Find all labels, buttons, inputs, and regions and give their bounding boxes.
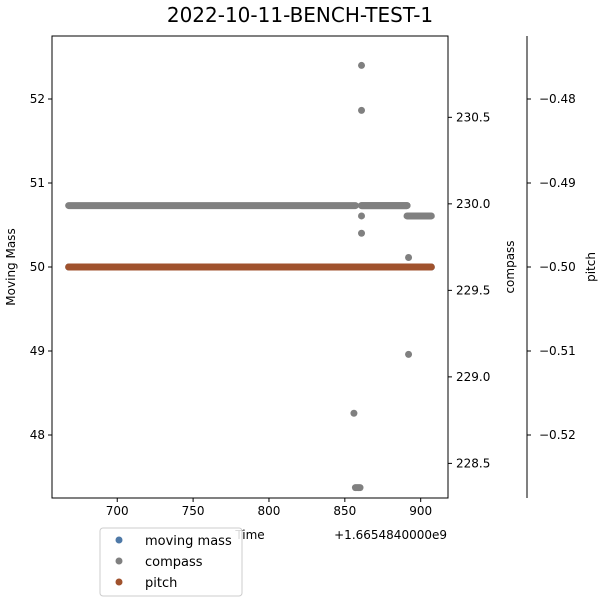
right-tick-label-0: 228.5 — [456, 456, 490, 470]
legend-label-pitch: pitch — [145, 576, 177, 591]
legend: moving mass compass pitch — [99, 527, 243, 597]
plot-area — [51, 35, 449, 499]
left-tick-label-0: 48 — [30, 428, 45, 442]
left-tick-label-1: 49 — [30, 344, 45, 358]
chart-title: 2022-10-11-BENCH-TEST-1 — [167, 3, 433, 27]
pitch-tick-label-0: −0.52 — [539, 428, 576, 442]
compass-point-5 — [405, 350, 413, 358]
right-axis-label: compass — [503, 240, 517, 293]
compass-point-2 — [358, 229, 366, 237]
pitch-tick-label-1: −0.51 — [539, 344, 576, 358]
legend-box — [99, 527, 243, 597]
left-tick-label-2: 50 — [30, 260, 45, 274]
compass-point-3 — [358, 212, 366, 220]
x-axis: 700 750 800 850 900 — [106, 498, 432, 518]
compass-point-6 — [350, 409, 358, 417]
compass-point-0 — [358, 61, 366, 69]
pitch-y-axis: −0.52 −0.51 −0.50 −0.49 −0.48 — [526, 36, 576, 498]
compass-point-1 — [358, 106, 366, 114]
left-y-axis: 48 49 50 51 52 — [30, 92, 52, 442]
left-axis-label: Moving Mass — [4, 228, 18, 305]
pitch-axis-label: pitch — [584, 252, 598, 282]
legend-label-compass: compass — [145, 555, 203, 570]
right-tick-label-3: 230.0 — [456, 197, 490, 211]
pitch-tick-label-2: −0.50 — [539, 260, 576, 274]
x-tick-label-4: 900 — [409, 504, 432, 518]
right-tick-label-1: 229.0 — [456, 370, 490, 384]
x-offset-label: +1.6654840000e9 — [334, 528, 447, 542]
pitch-tick-label-4: −0.48 — [539, 92, 576, 106]
right-y-axis: 228.5 229.0 229.5 230.0 230.5 — [448, 110, 490, 470]
x-tick-label-1: 750 — [182, 504, 205, 518]
legend-label-moving-mass: moving mass — [145, 534, 232, 549]
compass-point-10 — [356, 484, 364, 492]
right-tick-label-2: 229.5 — [456, 283, 490, 297]
compass-point-4 — [405, 253, 413, 261]
legend-marker-pitch — [115, 578, 123, 586]
legend-entries: moving mass compass pitch — [115, 534, 232, 591]
data-layer — [65, 61, 435, 492]
pitch-tick-label-3: −0.49 — [539, 176, 576, 190]
x-tick-label-2: 800 — [258, 504, 281, 518]
left-tick-label-4: 52 — [30, 92, 45, 106]
x-tick-label-0: 700 — [106, 504, 129, 518]
legend-marker-moving-mass — [115, 536, 123, 544]
right-tick-label-4: 230.5 — [456, 110, 490, 124]
left-tick-label-3: 51 — [30, 176, 45, 190]
x-tick-label-3: 850 — [333, 504, 356, 518]
legend-marker-compass — [115, 557, 123, 565]
